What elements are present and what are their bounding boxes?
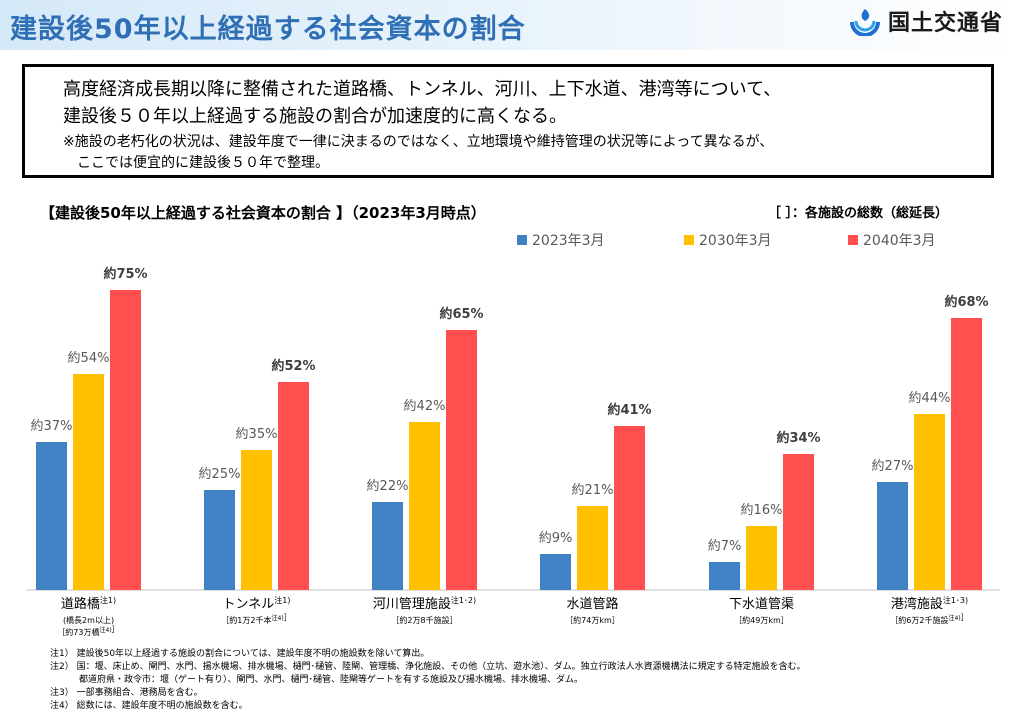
data-label-2-1: 約42% — [404, 399, 446, 414]
footnote-3: 注3） 一部事務組合、港務局を含む。 — [50, 688, 203, 698]
category-sublabel-4-0: ［約49万km］ — [734, 615, 789, 625]
category-label-1: トンネル注1) — [223, 595, 291, 612]
bracket-note: ［ ］：各施設の総数（総延長） — [768, 206, 949, 221]
category-sublabel-0-0: (橋長2m以上) — [63, 615, 114, 625]
category-label-4: 下水道管渠 — [729, 597, 794, 612]
data-label-0-1: 約54% — [68, 351, 110, 366]
category-sublabel-5-0: ［約6万2千施設注4)］ — [890, 613, 968, 625]
data-label-3-0: 約9% — [539, 531, 573, 546]
logo-text: 国土交通省 — [888, 11, 1004, 36]
data-label-1-0: 約25% — [199, 467, 241, 482]
bar-5-2 — [951, 318, 982, 590]
legend-label-2030: 2030年3月 — [699, 233, 772, 249]
bar-2-1 — [409, 422, 440, 590]
data-label-2-0: 約22% — [367, 479, 409, 494]
bar-1-2 — [278, 382, 309, 590]
data-label-5-0: 約27% — [872, 459, 914, 474]
bar-5-0 — [877, 482, 908, 590]
bar-0-0 — [36, 442, 67, 590]
legend-item-2030: 2030年3月 — [684, 230, 772, 250]
summary-box: 高度経済成長期以降に整備された道路橋、トンネル、河川、上下水道、港湾等について、… — [22, 64, 994, 178]
footnote-1: 注1） 建設後50年以上経過する施設の割合については、建設年度不明の施設数を除い… — [50, 649, 430, 659]
data-label-2-2: 約65% — [439, 306, 483, 322]
bar-3-2 — [614, 426, 645, 590]
category-label-5: 港湾施設注1･3) — [891, 595, 968, 612]
footnotes: 注1） 建設後50年以上経過する施設の割合については、建設年度不明の施設数を除い… — [50, 648, 806, 713]
data-label-1-1: 約35% — [236, 427, 278, 442]
legend-swatch-2030 — [684, 235, 694, 245]
bar-1-0 — [204, 490, 235, 590]
mlit-logo-icon — [850, 9, 880, 36]
data-label-1-2: 約52% — [271, 358, 315, 374]
category-sublabel-1-0: ［約1万2千本注4)］ — [221, 613, 291, 625]
category-label-2: 河川管理施設注1･2) — [373, 595, 476, 612]
data-label-4-0: 約7% — [708, 539, 742, 554]
legend-item-2040: 2040年3月 — [848, 230, 936, 250]
data-label-5-2: 約68% — [944, 294, 988, 310]
legend-swatch-2023 — [517, 235, 527, 245]
bar-1-1 — [241, 450, 272, 590]
data-label-3-2: 約41% — [607, 402, 651, 418]
legend-label-2040: 2040年3月 — [863, 233, 936, 249]
legend-item-2023: 2023年3月 — [517, 230, 605, 250]
footnote-4: 注4） 総数には、建設年度不明の施設数を含む。 — [50, 701, 248, 711]
page-title: 建設後50年以上経過する社会資本の割合 — [10, 14, 526, 45]
category-label-3: 水道管路 — [566, 596, 618, 612]
bar-2-0 — [372, 502, 403, 590]
bar-4-2 — [783, 454, 814, 590]
bar-4-0 — [709, 562, 740, 590]
summary-note-1: ※施設の老朽化の状況は、建設年度で一律に決まるのではなく、立地環境や維持管理の状… — [63, 134, 774, 150]
data-label-5-1: 約44% — [909, 391, 951, 406]
data-label-4-1: 約16% — [741, 503, 783, 518]
mlit-logo: 国土交通省 — [848, 6, 1003, 36]
data-label-0-2: 約75% — [103, 266, 147, 282]
bar-0-2 — [110, 290, 141, 590]
data-label-3-1: 約21% — [572, 483, 614, 498]
bar-5-1 — [914, 414, 945, 590]
legend-swatch-2040 — [848, 235, 858, 245]
footnote-2-cont: 都道府県・政令市：堰（ゲート有り）、閘門、水門、樋門･樋管、陸閘等ゲートを有する… — [79, 675, 584, 685]
category-sublabel-0-1: ［約73万橋注4)］ — [57, 625, 119, 637]
summary-line-1: 高度経済成長期以降に整備された道路橋、トンネル、河川、上下水道、港湾等について、 — [63, 79, 782, 100]
bar-2-2 — [446, 330, 477, 590]
category-sublabel-3-0: ［約74万km］ — [565, 615, 620, 625]
legend-label-2023: 2023年3月 — [532, 233, 605, 249]
bar-3-0 — [540, 554, 571, 590]
bar-4-1 — [746, 526, 777, 590]
category-sublabel-2-0: ［約2万8千施設］ — [391, 615, 457, 625]
bar-0-1 — [73, 374, 104, 590]
summary-line-2: 建設後５０年以上経過する施設の割合が加速度的に高くなる。 — [63, 106, 567, 127]
data-label-4-2: 約34% — [776, 430, 820, 446]
footnote-2: 注2） 国：堰、床止め、閘門、水門、揚水機場、排水機場、樋門･樋管、陸閘、管理橋… — [50, 662, 806, 672]
bar-3-1 — [577, 506, 608, 590]
header-banner: 建設後50年以上経過する社会資本の割合 国土交通省 — [0, 0, 1024, 50]
summary-note-2: ここでは便宜的に建設後５０年で整理。 — [77, 155, 329, 171]
chart-title: 【建設後50年以上経過する社会資本の割合 】（2023年3月時点） — [40, 204, 486, 222]
data-label-0-0: 約37% — [31, 419, 73, 434]
category-label-0: 道路橋注1) — [61, 595, 116, 612]
